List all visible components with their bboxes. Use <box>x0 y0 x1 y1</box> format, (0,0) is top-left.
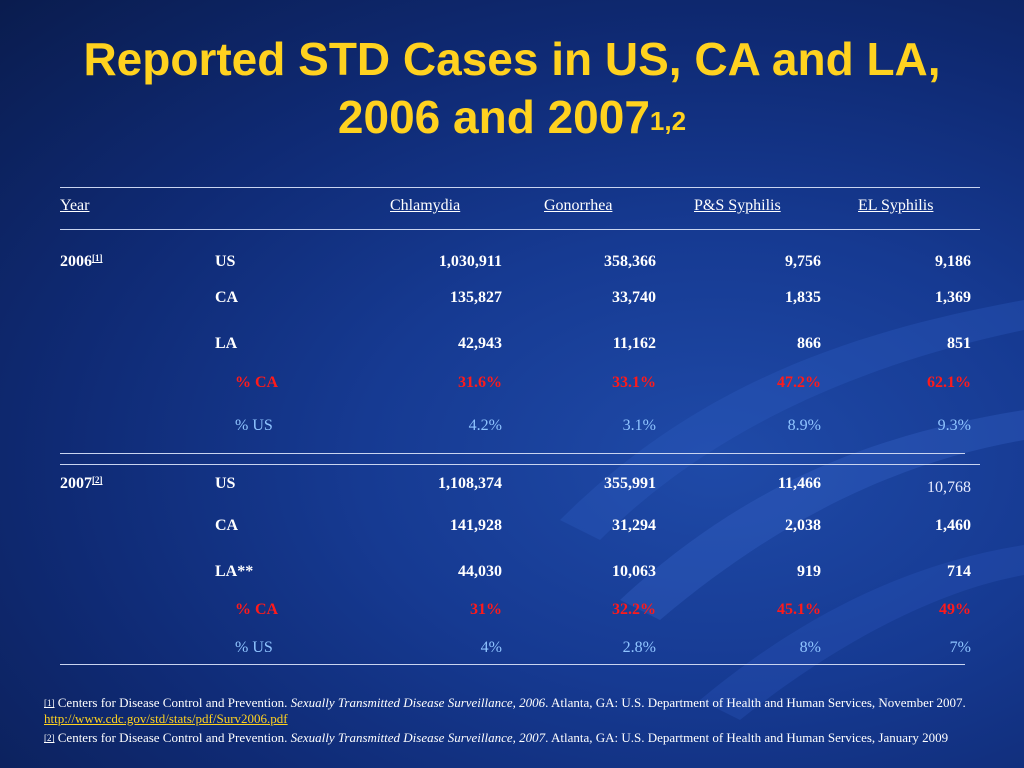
year-cell: 2007[2] <box>60 475 103 493</box>
table-cell: 355,991 <box>604 475 656 492</box>
header-bottom-rule <box>60 229 980 230</box>
column-header: Gonorrhea <box>544 197 613 214</box>
table-cell: 10,768 <box>927 479 971 496</box>
year-reference-link[interactable]: [2] <box>92 475 103 485</box>
table-cell: 4.2% <box>468 417 502 434</box>
table-cell: 9.3% <box>937 417 971 434</box>
footnote-title: Sexually Transmitted Disease Surveillanc… <box>290 695 546 710</box>
table-cell: 3.1% <box>622 417 656 434</box>
footnote-url-link[interactable]: http://www.cdc.gov/std/stats/pdf/Surv200… <box>44 711 288 726</box>
table-cell: 33,740 <box>612 289 656 306</box>
group-2007-top-rule <box>60 464 980 465</box>
table-cell: 7% <box>949 639 971 656</box>
table-cell: 1,108,374 <box>438 475 502 492</box>
column-header: P&S Syphilis <box>694 197 781 214</box>
table-cell: 919 <box>797 563 821 580</box>
title-line-2: 2006 and 20071,2 <box>0 88 1024 146</box>
table-cell: 31.6% <box>458 374 502 391</box>
row-label: % CA <box>235 601 279 618</box>
table-cell: 358,366 <box>604 253 656 270</box>
table-cell: 33.1% <box>612 374 656 391</box>
footnote-ref-link[interactable]: [2] <box>44 733 55 743</box>
year-reference-link[interactable]: [1] <box>92 253 103 263</box>
row-label: CA <box>215 289 239 306</box>
slide-title: Reported STD Cases in US, CA and LA, 200… <box>0 30 1024 146</box>
table-cell: 9,756 <box>785 253 821 270</box>
table-cell: 47.2% <box>777 374 821 391</box>
table-cell: 9,186 <box>935 253 971 270</box>
table-cell: 8% <box>799 639 821 656</box>
year-label: 2007 <box>60 475 92 492</box>
year-cell: 2006[1] <box>60 253 103 271</box>
table-cell: 2.8% <box>622 639 656 656</box>
row-label: LA <box>215 335 238 352</box>
column-header: Chlamydia <box>390 197 461 214</box>
row-label: % US <box>235 639 273 656</box>
table-cell: 62.1% <box>927 374 971 391</box>
row-label: LA** <box>215 563 254 580</box>
table-cell: 714 <box>947 563 971 580</box>
table-cell: 31% <box>470 601 502 618</box>
table-top-rule <box>60 187 980 188</box>
table-cell: 1,835 <box>785 289 821 306</box>
row-label: US <box>215 475 236 492</box>
title-line-2-text: 2006 and 2007 <box>337 91 650 143</box>
table-cell: 8.9% <box>787 417 821 434</box>
footnote-title: Sexually Transmitted Disease Surveillanc… <box>290 730 546 745</box>
table-cell: 42,943 <box>458 335 502 352</box>
group-2006-bottom-rule <box>60 453 965 454</box>
table-cell: 11,162 <box>612 335 656 352</box>
table-cell: 141,928 <box>450 517 502 534</box>
footnote-ref-link[interactable]: [1] <box>44 698 55 708</box>
table-cell: 31,294 <box>612 517 656 534</box>
footnote-text: Centers for Disease Control and Preventi… <box>54 730 291 745</box>
table-cell: 1,369 <box>935 289 971 306</box>
table-bottom-rule <box>60 664 965 665</box>
table-cell: 44,030 <box>458 563 502 580</box>
table-cell: 1,030,911 <box>438 253 502 270</box>
table-cell: 866 <box>797 335 821 352</box>
table-cell: 1,460 <box>935 517 971 534</box>
table-cell: 49% <box>939 601 971 618</box>
table-cell: 10,063 <box>612 563 656 580</box>
footnote-text: . Atlanta, GA: U.S. Department of Health… <box>545 695 966 710</box>
column-header: Year <box>60 197 90 214</box>
column-header: EL Syphilis <box>858 197 934 214</box>
footnote-2: [2] Centers for Disease Control and Prev… <box>44 730 1014 746</box>
year-label: 2006 <box>60 253 92 270</box>
footnote-text: Centers for Disease Control and Preventi… <box>54 695 291 710</box>
title-line-1: Reported STD Cases in US, CA and LA, <box>83 33 941 85</box>
title-superscript: 1,2 <box>649 106 687 136</box>
footnote-1: [1] Centers for Disease Control and Prev… <box>44 695 1014 727</box>
table-cell: 45.1% <box>777 601 821 618</box>
row-label: CA <box>215 517 239 534</box>
row-label: % US <box>235 417 273 434</box>
table-cell: 135,827 <box>450 289 502 306</box>
table-cell: 32.2% <box>612 601 656 618</box>
table-cell: 4% <box>480 639 502 656</box>
footnote-text: . Atlanta, GA: U.S. Department of Health… <box>545 730 949 745</box>
row-label: % CA <box>235 374 279 391</box>
table-cell: 2,038 <box>785 517 821 534</box>
row-label: US <box>215 253 236 270</box>
table-cell: 851 <box>947 335 971 352</box>
table-cell: 11,466 <box>777 475 821 492</box>
